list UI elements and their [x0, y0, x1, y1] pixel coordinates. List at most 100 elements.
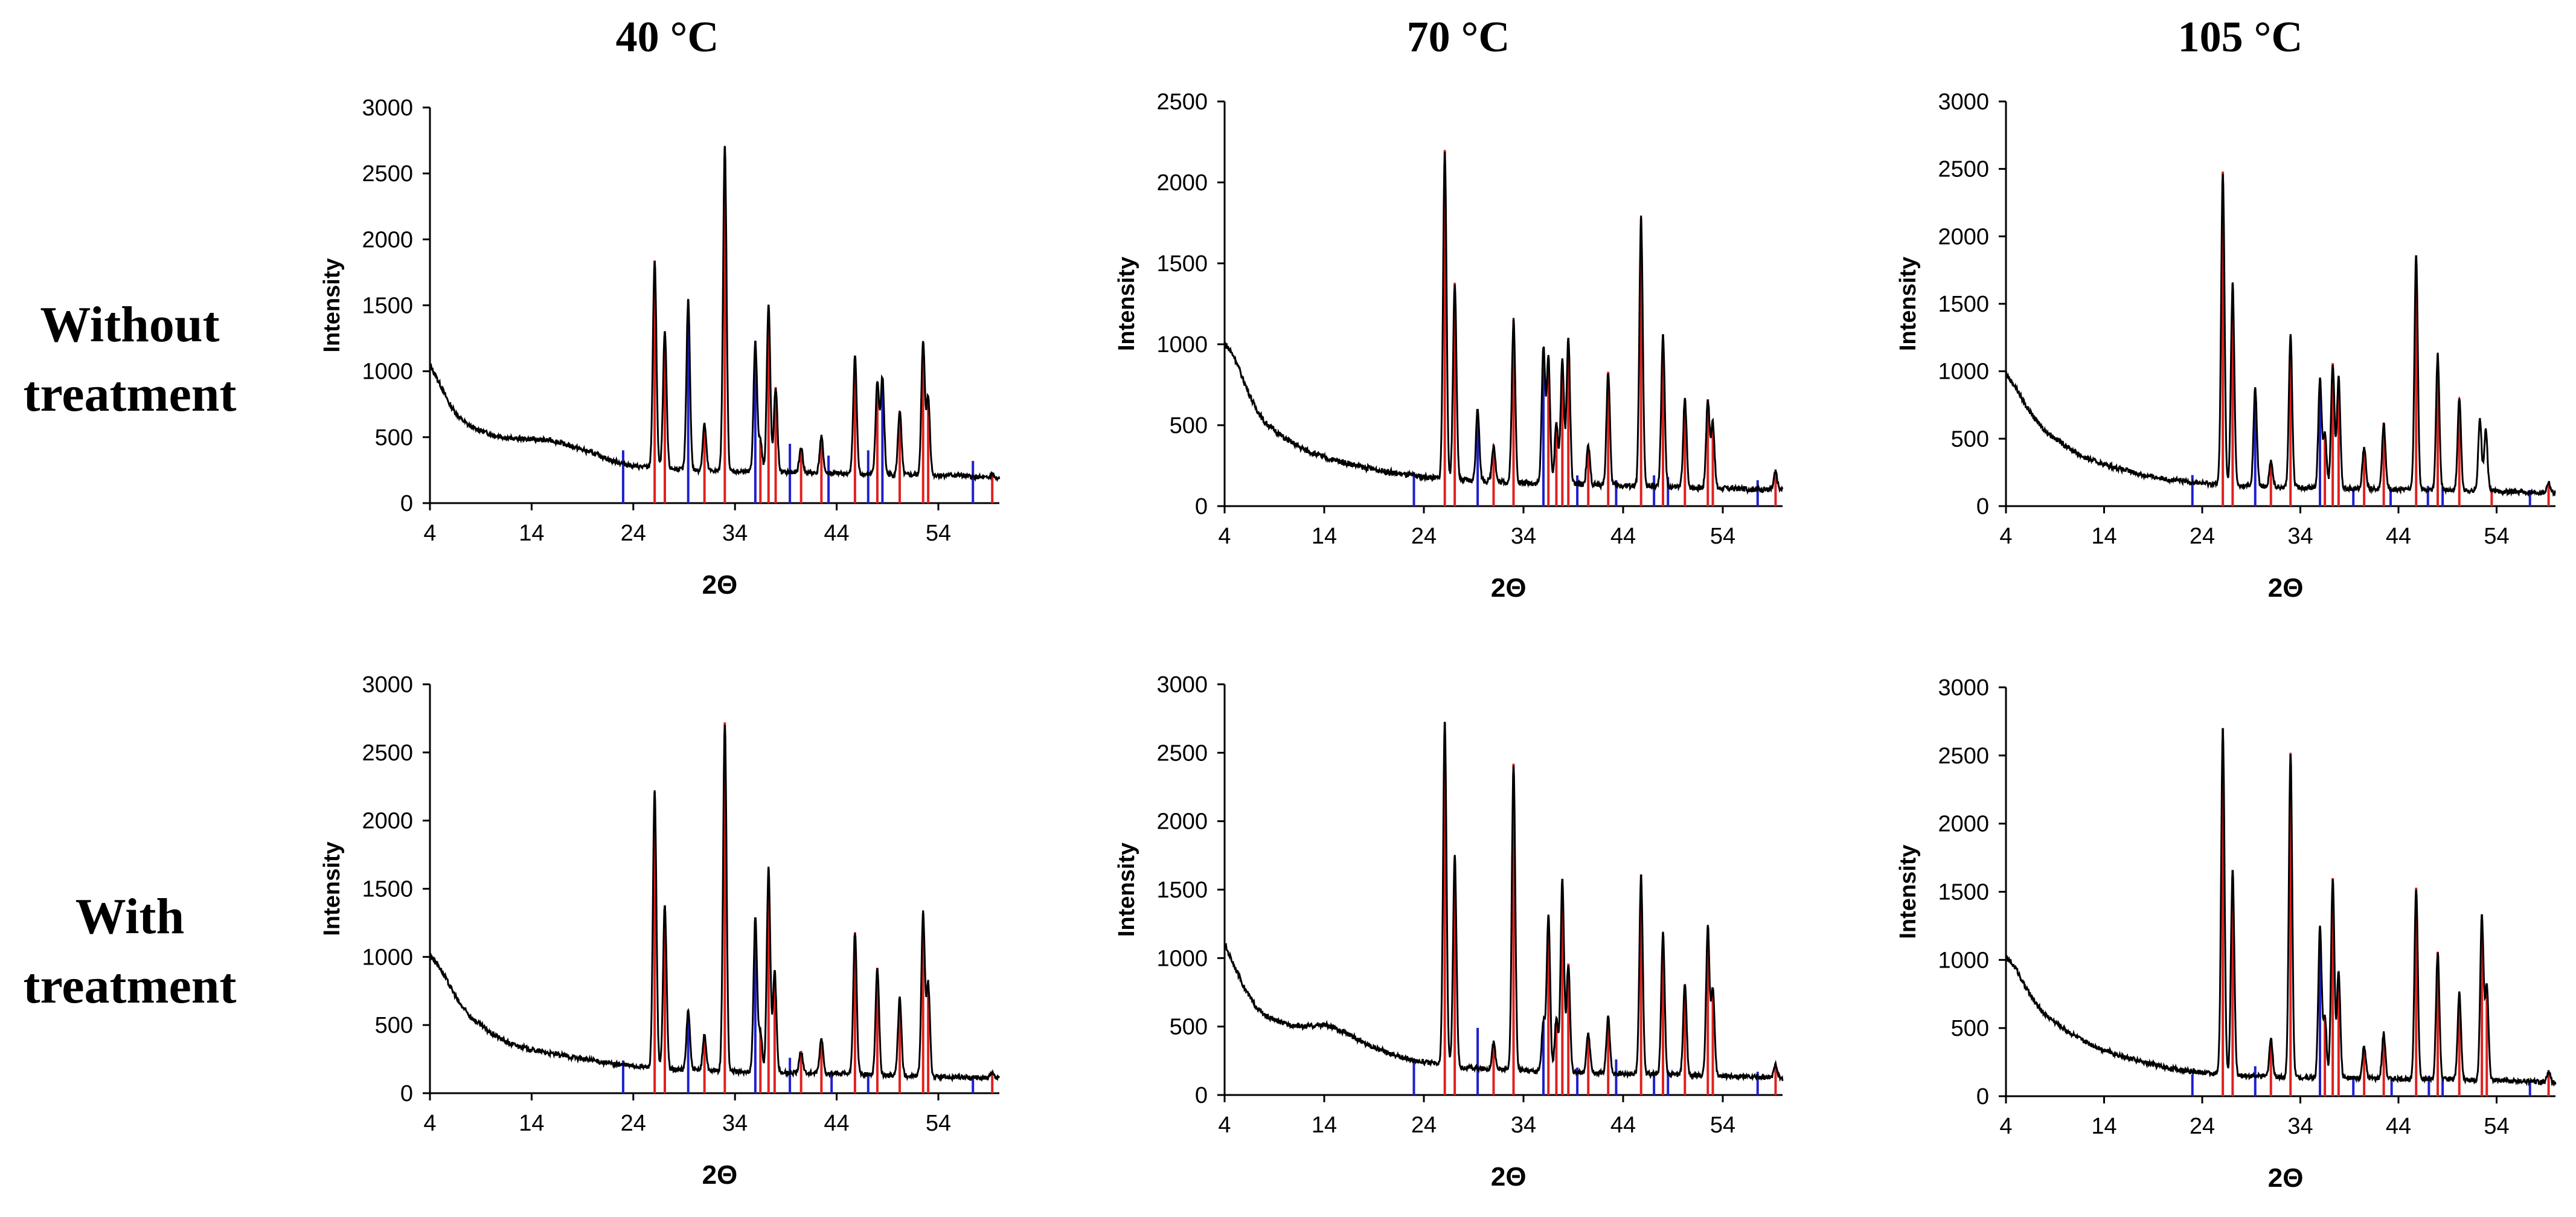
y-tick-label: 3000: [362, 95, 413, 121]
column-title-70c: 70 °C: [1407, 13, 1510, 61]
y-axis-label: Intensity: [1895, 844, 1921, 939]
x-tick-label: 24: [1411, 524, 1437, 549]
y-tick-label: 1000: [1156, 946, 1208, 971]
x-tick-label: 24: [621, 1111, 646, 1136]
x-tick-label: 34: [1511, 524, 1536, 549]
x-tick-label: 44: [1610, 524, 1636, 549]
xrd-chart-with-70c: 0 500 1000 1500 2000 2500 3000 4 14 24 34 44 54 Inten…: [1114, 672, 1784, 1192]
x-tick-label: 34: [2287, 524, 2313, 549]
y-axis-label: Intensity: [1114, 257, 1139, 351]
y-tick-label: 1000: [362, 945, 413, 970]
y-tick-label: 0: [1195, 494, 1208, 519]
y-axis-label: Intensity: [1895, 257, 1921, 351]
y-tick-label: 1000: [1938, 948, 1989, 973]
x-tick-label: 54: [1710, 524, 1735, 549]
x-axis-label: 2Θ: [1491, 1162, 1527, 1192]
x-tick-label: 14: [1312, 1113, 1337, 1138]
y-tick-label: 500: [1951, 426, 1989, 452]
x-tick-label: 44: [2386, 524, 2411, 549]
x-tick-label: 4: [1218, 524, 1231, 549]
row-title-without-line1: Without: [40, 297, 219, 353]
y-tick-label: 2500: [1156, 740, 1208, 766]
column-title-105c: 105 °C: [2178, 13, 2303, 61]
x-tick-label: 54: [2484, 524, 2509, 549]
xrd-chart-with-40c: 0 500 1000 1500 2000 2500 3000 4 14 24 34 44 54 Inten…: [319, 672, 1001, 1190]
x-tick-label: 54: [926, 1111, 951, 1136]
y-tick-label: 500: [1170, 1015, 1208, 1040]
row-title-with-line1: With: [75, 888, 185, 945]
x-tick-label: 24: [2190, 524, 2215, 549]
x-tick-label: 4: [423, 521, 436, 546]
y-tick-label: 2500: [362, 161, 413, 187]
x-tick-label: 44: [824, 1111, 849, 1136]
x-axis-label: 2Θ: [2268, 573, 2304, 603]
y-tick-label: 2000: [1938, 812, 1989, 837]
y-tick-label: 500: [375, 425, 413, 451]
x-tick-label: 54: [926, 521, 951, 546]
y-tick-label: 500: [1951, 1016, 1989, 1041]
diffraction-pattern-line: [1224, 152, 1784, 495]
x-tick-label: 4: [1999, 1114, 2012, 1139]
y-tick-label: 1500: [1156, 251, 1208, 277]
x-tick-label: 14: [1312, 524, 1337, 549]
diffraction-pattern-line: [2005, 173, 2556, 497]
y-tick-label: 1500: [362, 294, 413, 319]
y-tick-label: 2500: [1156, 89, 1208, 115]
y-tick-label: 1500: [1938, 292, 1989, 317]
y-tick-label: 3000: [1156, 672, 1208, 698]
x-axis-label: 2Θ: [2268, 1163, 2304, 1193]
y-tick-label: 0: [1195, 1083, 1208, 1108]
x-tick-label: 34: [722, 1111, 748, 1136]
x-axis-label: 2Θ: [702, 570, 738, 600]
diffraction-pattern-line: [429, 146, 1001, 483]
x-tick-label: 44: [1610, 1113, 1636, 1138]
x-tick-label: 4: [423, 1111, 436, 1136]
x-tick-label: 14: [519, 1111, 544, 1136]
y-tick-label: 1500: [1938, 880, 1989, 905]
y-tick-label: 2000: [1156, 809, 1208, 835]
x-tick-label: 14: [519, 521, 544, 546]
x-tick-label: 24: [1411, 1113, 1437, 1138]
x-tick-label: 54: [1710, 1113, 1735, 1138]
y-tick-label: 1500: [362, 877, 413, 902]
x-tick-label: 4: [1999, 524, 2012, 549]
y-tick-label: 2500: [1938, 157, 1989, 182]
x-tick-label: 34: [1511, 1113, 1536, 1138]
diffraction-pattern-line: [429, 724, 1001, 1083]
x-tick-label: 24: [621, 521, 646, 546]
x-tick-label: 4: [1218, 1113, 1231, 1138]
y-tick-label: 2500: [362, 740, 413, 766]
row-title-with-line2: treatment: [24, 958, 237, 1014]
xrd-chart-with-105c: 0 500 1000 1500 2000 2500 3000 4 14 24 34 44 54 Inten…: [1895, 675, 2557, 1193]
y-tick-label: 2000: [362, 809, 413, 834]
x-tick-label: 34: [2287, 1114, 2313, 1139]
y-tick-label: 2000: [362, 227, 413, 252]
x-tick-label: 34: [722, 521, 748, 546]
x-tick-label: 14: [2091, 524, 2116, 549]
xrd-chart-without-40c: 0 500 1000 1500 2000 2500 3000 4 14 24 34 44 54 Inten…: [319, 95, 1001, 600]
row-title-without-line2: treatment: [24, 366, 237, 422]
y-tick-label: 1500: [1156, 878, 1208, 903]
x-tick-label: 44: [2386, 1114, 2411, 1139]
y-tick-label: 2000: [1938, 224, 1989, 249]
x-tick-label: 54: [2484, 1114, 2509, 1139]
x-tick-label: 24: [2190, 1114, 2215, 1139]
xrd-chart-without-105c: 0 500 1000 1500 2000 2500 3000 4 14 24 34 44 54 Inten…: [1895, 89, 2556, 603]
column-title-40c: 40 °C: [616, 13, 719, 61]
y-tick-label: 500: [1170, 413, 1208, 438]
y-tick-label: 0: [1976, 494, 1989, 519]
x-tick-label: 44: [824, 521, 849, 546]
y-axis-label: Intensity: [319, 841, 345, 936]
diffraction-pattern-line: [2005, 728, 2557, 1087]
y-tick-label: 2500: [1938, 743, 1989, 769]
y-tick-label: 2000: [1156, 170, 1208, 196]
x-axis-label: 2Θ: [1491, 573, 1527, 603]
y-tick-label: 1000: [362, 359, 413, 385]
diffraction-pattern-line: [1223, 722, 1784, 1082]
x-tick-label: 14: [2091, 1114, 2116, 1139]
y-tick-label: 3000: [1938, 89, 1989, 115]
y-tick-label: 1000: [1156, 332, 1208, 358]
x-axis-label: 2Θ: [702, 1160, 738, 1190]
xrd-chart-without-70c: 0 500 1000 1500 2000 2500 4 14 24 34 44 54 Intensity…: [1114, 89, 1784, 603]
